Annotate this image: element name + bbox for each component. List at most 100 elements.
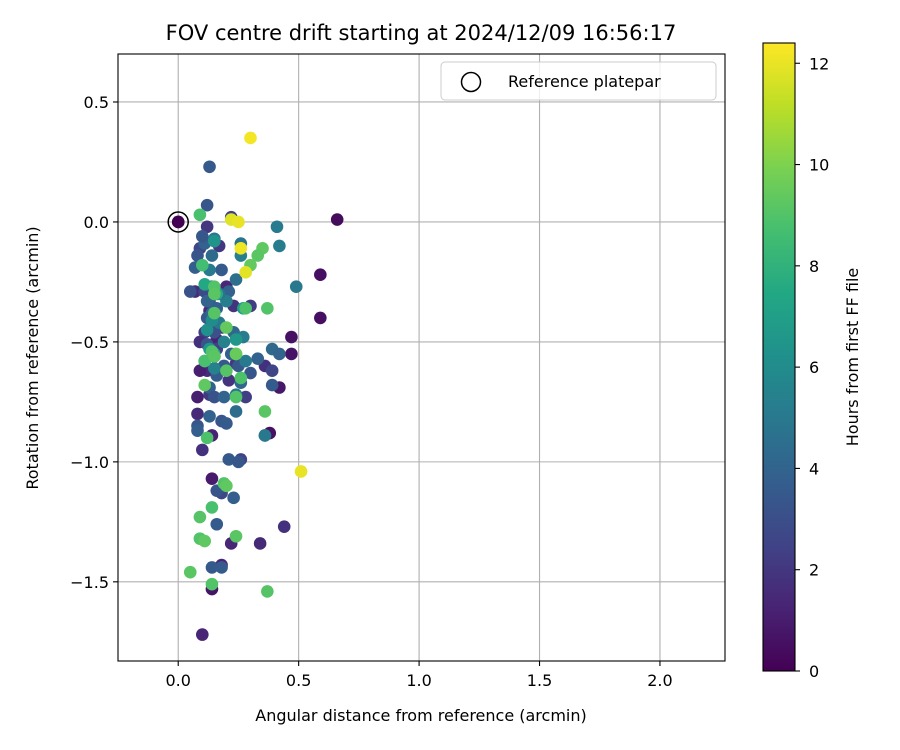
scatter-point [261,302,274,315]
y-tick-label: −1.5 [70,573,109,592]
scatter-point [294,465,308,478]
scatter-point [208,287,221,301]
colorbar-tick-label: 10 [809,156,829,175]
scatter-point [314,311,327,325]
scatter-point [191,390,204,404]
scatter-point [215,561,228,574]
legend-box [440,61,717,101]
reference-marker-group [167,211,189,233]
scatter-point [205,577,219,591]
legend-open-circle-icon [460,71,482,93]
x-tick-label: 2.0 [647,671,672,690]
chart-title: FOV centre drift starting at 2024/12/09 … [166,21,677,45]
colorbar-tick-label: 0 [809,662,819,681]
scatter-point [196,628,209,641]
y-tick-label: −0.5 [70,333,109,352]
reference-platepar-marker [167,211,189,233]
colorbar-frame [762,42,796,672]
scatter-point [232,455,245,469]
scatter-point [277,520,291,533]
scatter-point [200,198,214,212]
colorbar-tick-label: 12 [809,54,829,73]
scatter-point [203,409,216,423]
scatter-point [193,510,207,524]
scatter-point [265,364,279,377]
scatter-point [220,479,233,493]
x-tick-label: 0.5 [286,671,311,690]
scatter-point [258,405,272,418]
colorbar-gradient [763,43,795,671]
scatter-point [270,220,284,234]
scatter-point [234,242,248,255]
scatter-point [200,323,214,337]
scatter-point [191,249,204,262]
scatter-point [239,354,252,368]
scatter-point [196,443,209,457]
scatter-point [222,453,236,466]
scatter-point [191,407,204,421]
scatter-point [217,335,231,349]
scatter-point [330,213,344,226]
y-axis-label: Rotation from reference (arcmin) [23,226,42,489]
colorbar-label: Hours from first FF file [843,268,862,447]
scatter-point [208,234,221,248]
x-tick-label: 1.5 [527,671,552,690]
scatter-points [171,131,344,641]
legend-label-reference-platepar: Reference platepar [508,72,661,91]
reference-point [171,215,185,229]
scatter-point [261,585,274,598]
scatter-point [253,537,267,550]
scatter-point [229,333,243,346]
scatter-point [217,390,231,404]
scatter-point [289,280,303,294]
colorbar-tick-label: 6 [809,358,819,377]
scatter-point [198,278,212,291]
x-axis-ticks: 0.0 0.5 1.0 1.5 2.0 [165,661,673,690]
y-axis-ticks: 0.5 0.0 −0.5 −1.0 −1.5 [70,93,118,592]
scatter-point [229,529,243,543]
y-tick-label: −1.0 [70,453,109,472]
scatter-point [222,373,236,387]
scatter-point [200,431,214,445]
scatter-point [215,263,228,277]
scatter-point [285,330,298,344]
scatter-point [229,390,243,404]
scatter-point [205,472,219,485]
x-tick-label: 0.0 [165,671,190,690]
colorbar-tick-label: 2 [809,561,819,580]
scatter-point [205,561,219,574]
x-axis-label: Angular distance from reference (arcmin) [255,706,586,725]
scatter-point [183,285,197,298]
scatter-point [273,347,286,361]
scatter-point [232,215,245,229]
scatter-point [205,249,219,262]
scatter-point [229,347,243,361]
scatter-point [205,501,219,514]
scatter-point [314,268,327,282]
scatter-point [183,565,197,579]
scatter-point [208,361,221,375]
scatter-point [210,517,224,531]
scatter-point [251,352,265,365]
legend: Reference platepar [440,61,717,101]
scatter-point [239,302,252,315]
scatter-point [191,424,204,437]
scatter-point [273,239,286,253]
scatter-point [244,131,257,145]
scatter-point [200,220,214,234]
scatter-point [220,364,233,377]
scatter-point [239,266,252,279]
scatter-point [193,364,207,377]
scatter-point [227,491,240,505]
scatter-point [234,371,248,385]
scatter-point [229,273,243,286]
y-tick-label: 0.5 [84,93,109,112]
scatter-point [220,417,233,430]
scatter-point [222,285,236,298]
scatter-point [203,160,216,174]
colorbar-tick-label: 8 [809,257,819,276]
scatter-point [251,249,265,262]
x-tick-label: 1.0 [406,671,431,690]
